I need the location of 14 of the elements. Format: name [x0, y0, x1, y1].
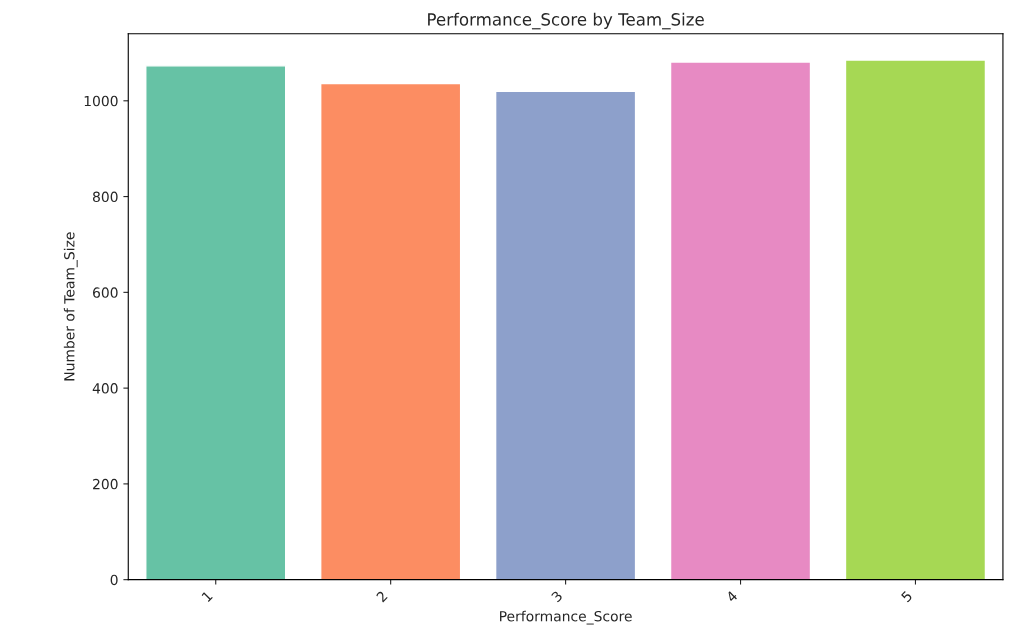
y-axis-title: Number of Team_Size: [63, 232, 78, 381]
y-tick-label: 1000: [84, 95, 118, 107]
x-tick-label: 5: [900, 590, 913, 603]
x-tick-label: 2: [375, 590, 388, 603]
y-tick-label: 0: [110, 574, 118, 586]
y-tick-label: 800: [92, 191, 118, 203]
y-tick-label: 400: [92, 383, 118, 394]
chart-title: Performance_Score by Team_Size: [428, 12, 704, 30]
x-axis-title: Performance_Score: [500, 610, 632, 625]
x-tick-label: 4: [725, 590, 738, 603]
x-tick-label: 3: [550, 590, 563, 603]
y-tick-label: 600: [93, 287, 118, 298]
x-tick-label: 1: [201, 590, 213, 603]
y-tick-label: 200: [93, 478, 118, 490]
